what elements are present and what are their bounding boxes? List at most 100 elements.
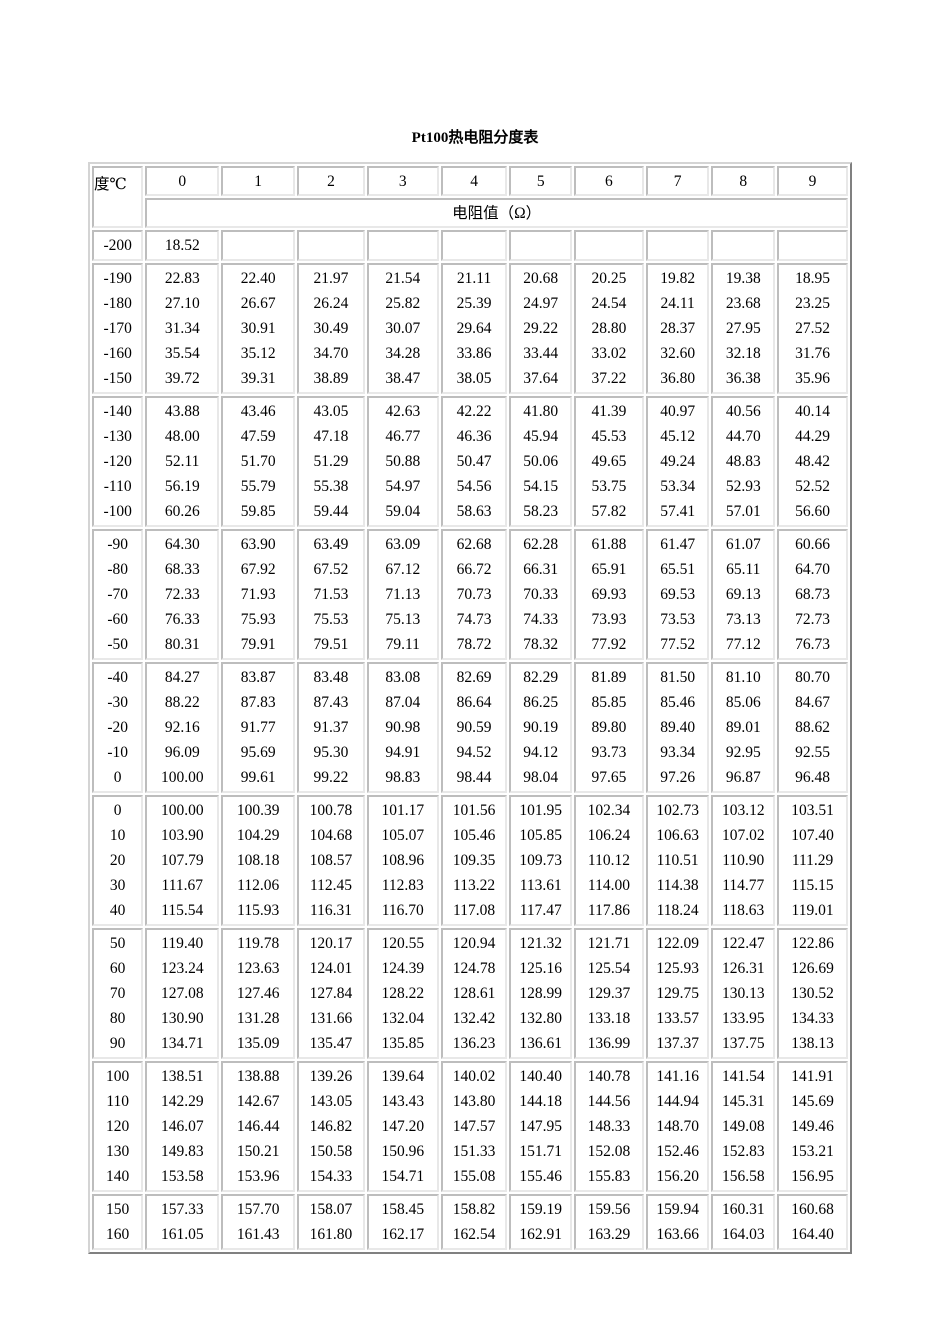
resistance-value: 161.43 [236,1226,280,1243]
temperature-value: -140 [103,403,132,420]
resistance-value: 92.55 [795,744,830,761]
resistance-cell: 122.86 126.69 130.52 134.33 138.13 [777,928,848,1059]
resistance-value: 146.82 [309,1118,353,1135]
column-header-5: 5 [509,166,573,196]
resistance-cell [366,230,439,261]
resistance-value: 133.95 [721,1010,765,1027]
resistance-value: 161.80 [309,1226,353,1243]
resistance-value: 128.99 [519,985,563,1002]
resistance-value: 43.88 [164,403,200,420]
resistance-value [443,233,506,258]
resistance-value: 146.44 [236,1118,280,1135]
resistance-value: 101.95 [519,802,563,819]
resistance-value: 123.24 [160,960,204,977]
resistance-value: 107.02 [721,827,765,844]
resistance-cell: 101.95 105.85 109.73 113.61 117.47 [509,795,573,926]
resistance-value: 38.47 [385,370,421,387]
resistance-value: 85.06 [725,694,761,711]
temperature-value: -100 [103,503,132,520]
resistance-value: 67.12 [385,561,421,578]
resistance-value: 100.78 [309,802,353,819]
resistance-value: 155.83 [587,1168,631,1185]
resistance-value: 54.56 [456,478,492,495]
resistance-value: 45.53 [591,428,627,445]
resistance-value: 159.56 [587,1201,631,1218]
resistance-value: 98.83 [385,769,421,786]
resistance-value: 110.90 [722,852,765,869]
resistance-value: 109.35 [452,852,496,869]
resistance-value: 163.66 [656,1226,699,1243]
resistance-value: 76.73 [795,636,830,653]
resistance-value: 61.47 [660,536,696,553]
resistance-cell: 40.97 45.12 49.24 53.34 57.41 [645,396,710,527]
resistance-cell: 119.40 123.24 127.08 130.90 134.71 [145,928,220,1059]
resistance-value: 63.90 [240,536,276,553]
resistance-value: 153.58 [160,1168,204,1185]
resistance-value: 44.29 [795,428,830,445]
resistance-value: 158.82 [452,1201,496,1218]
resistance-value: 83.48 [313,669,349,686]
resistance-value: 22.40 [240,270,276,287]
resistance-value: 34.70 [313,345,349,362]
resistance-value: 137.75 [721,1035,765,1052]
resistance-cell: 22.40 26.67 30.91 35.12 39.31 [221,263,296,394]
temperature-value: -110 [103,478,132,495]
resistance-cell: 61.07 65.11 69.13 73.13 77.12 [711,529,776,660]
table-row-group: -200 18.52 [92,230,848,261]
resistance-cell: 83.48 87.43 91.37 95.30 99.22 [297,662,365,793]
resistance-value: 142.29 [160,1093,204,1110]
resistance-value: 129.37 [587,985,631,1002]
resistance-value: 30.91 [240,320,276,337]
resistance-value: 100.00 [160,802,204,819]
resistance-value: 70.73 [456,586,492,603]
resistance-value: 139.26 [309,1068,353,1085]
resistance-value: 141.54 [721,1068,765,1085]
temperature-value: -30 [107,694,128,711]
resistance-value: 153.96 [236,1168,280,1185]
resistance-value: 110.12 [587,852,630,869]
resistance-value: 96.09 [164,744,200,761]
resistance-value: 35.12 [240,345,276,362]
resistance-value: 116.31 [309,902,353,919]
resistance-value: 92.95 [725,744,761,761]
resistance-value: 54.15 [523,478,559,495]
resistance-value: 75.53 [313,611,349,628]
resistance-value: 35.54 [164,345,200,362]
resistance-value: 30.07 [385,320,421,337]
resistance-value: 52.93 [725,478,761,495]
resistance-value: 152.83 [721,1143,765,1160]
resistance-value: 51.70 [240,453,276,470]
resistance-value: 52.52 [795,478,830,495]
resistance-value: 124.01 [309,960,353,977]
resistance-value: 132.04 [381,1010,425,1027]
resistance-value: 105.46 [452,827,496,844]
resistance-value: 71.93 [240,586,276,603]
resistance-cell: 42.22 46.36 50.47 54.56 58.63 [440,396,508,527]
resistance-value: 163.29 [587,1226,631,1243]
resistance-value: 50.06 [523,453,559,470]
resistance-value: 65.51 [660,561,696,578]
temperature-value: 40 [109,902,126,919]
resistance-value: 33.86 [456,345,492,362]
resistance-cell: 101.17 105.07 108.96 112.83 116.70 [366,795,439,926]
column-header-0: 0 [145,166,220,196]
resistance-value: 96.87 [725,769,761,786]
resistance-value: 144.18 [519,1093,563,1110]
resistance-value: 85.85 [591,694,627,711]
resistance-value: 23.25 [795,295,830,312]
resistance-value: 160.31 [721,1201,765,1218]
temperature-cell: 100 110 120 130 140 [92,1061,144,1192]
resistance-value: 150.21 [236,1143,280,1160]
temperature-value: -10 [107,744,128,761]
resistance-value: 24.11 [660,295,695,312]
resistance-cell [221,230,296,261]
resistance-value: 95.30 [313,744,349,761]
resistance-value: 86.64 [456,694,492,711]
column-header-9: 9 [777,166,848,196]
resistance-value: 121.71 [587,935,631,952]
resistance-cell: 141.91 145.69 149.46 153.21 156.95 [777,1061,848,1192]
resistance-value: 121.32 [519,935,563,952]
resistance-value: 70.33 [523,586,559,603]
resistance-value: 56.60 [795,503,830,520]
resistance-value: 158.07 [309,1201,353,1218]
